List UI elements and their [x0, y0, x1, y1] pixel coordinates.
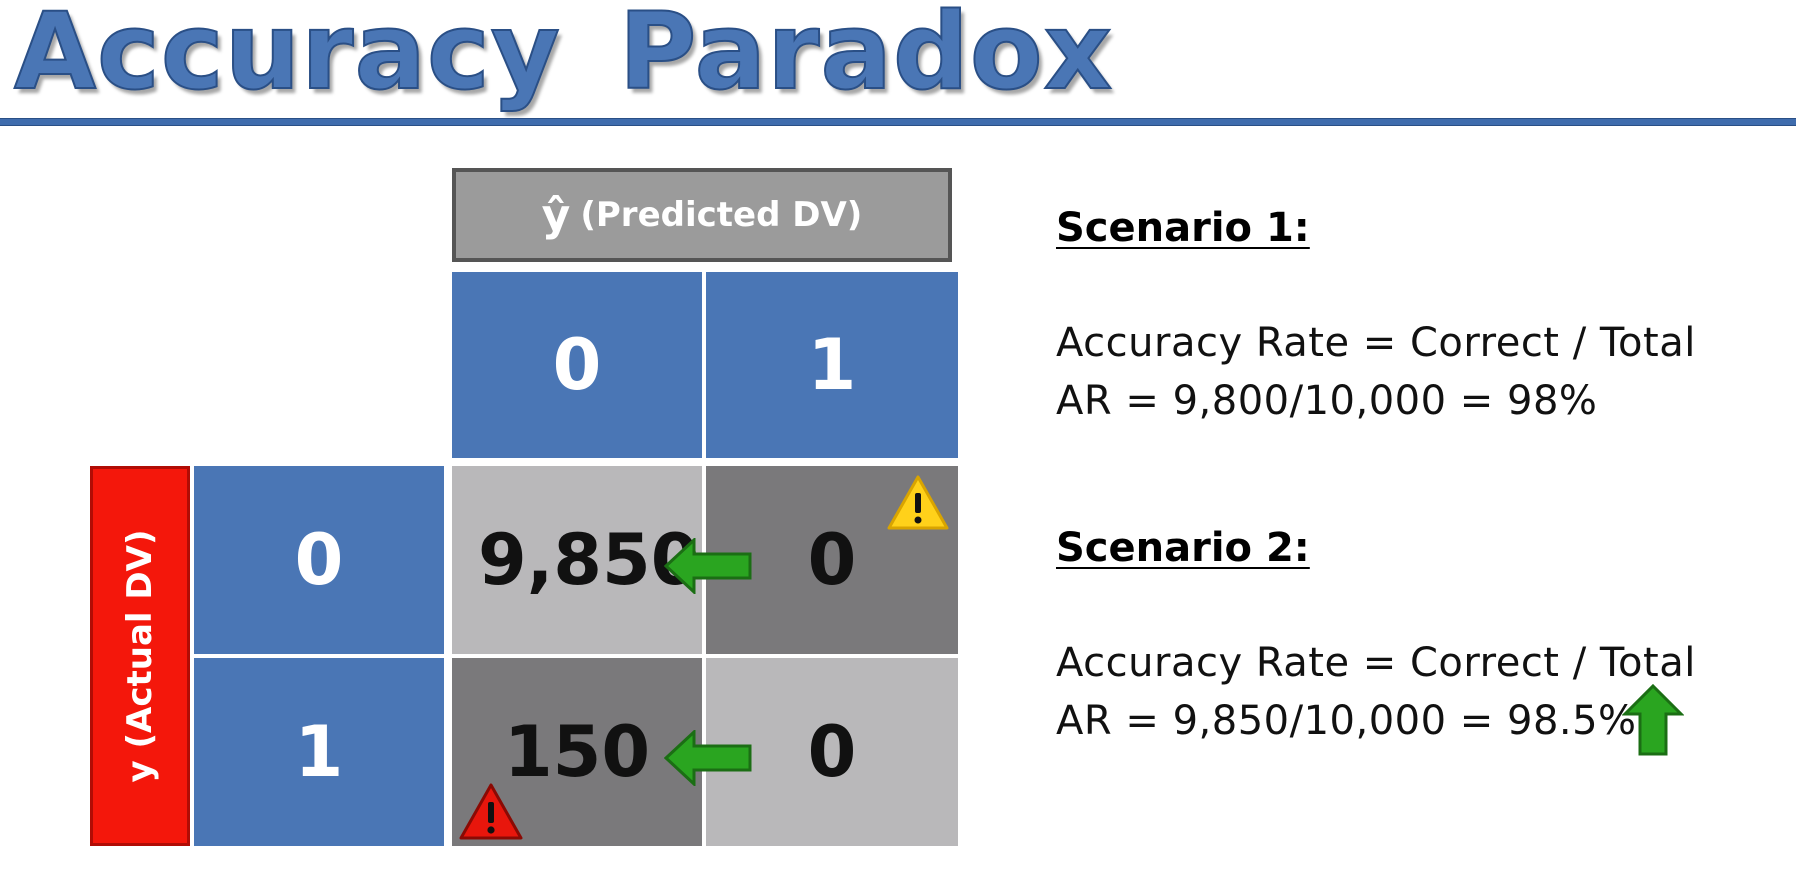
page-title: Accuracy Paradox: [13, 0, 1114, 113]
title-divider: [0, 118, 1796, 126]
cell-true-negative: 9,850: [452, 466, 702, 654]
arrow-up-icon: [1622, 684, 1684, 756]
scenario-2-formula: Accuracy Rate = Correct / Total: [1056, 640, 1696, 686]
arrow-left-icon: [664, 538, 752, 594]
scenario-2-result: AR = 9,850/10,000 = 98.5%: [1056, 698, 1637, 744]
predicted-dv-header: ŷ (Predicted DV): [452, 168, 952, 262]
row-header-1: 1: [194, 658, 444, 846]
row-header-0: 0: [194, 466, 444, 654]
scenario-1-heading: Scenario 1:: [1056, 205, 1310, 251]
actual-dv-header: y (Actual DV): [90, 466, 190, 846]
y-hat-symbol: ŷ: [541, 189, 571, 241]
column-header-1: 1: [706, 272, 958, 458]
scenario-1-formula: Accuracy Rate = Correct / Total: [1056, 320, 1696, 366]
warning-icon: [887, 475, 949, 530]
alert-icon: [459, 783, 523, 840]
scenario-2-heading: Scenario 2:: [1056, 525, 1310, 571]
scenario-1-result: AR = 9,800/10,000 = 98%: [1056, 378, 1598, 424]
actual-dv-label: y (Actual DV): [120, 529, 160, 783]
arrow-left-icon: [664, 730, 752, 786]
column-header-0: 0: [452, 272, 702, 458]
cell-true-positive: 0: [706, 658, 958, 846]
predicted-dv-label: (Predicted DV): [580, 195, 863, 235]
